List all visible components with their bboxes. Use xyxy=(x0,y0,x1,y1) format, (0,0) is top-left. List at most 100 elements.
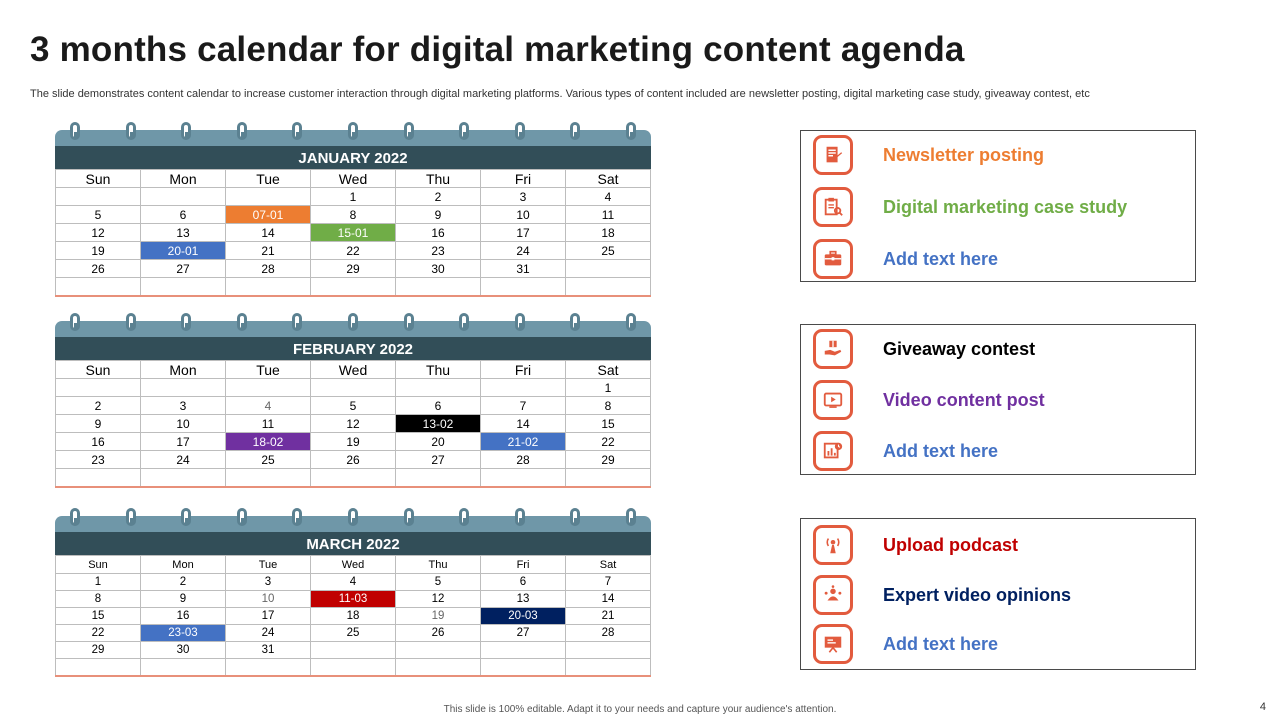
calendar-day-cell xyxy=(225,277,311,296)
weekday-header: Fri xyxy=(480,360,566,379)
spiral-ring xyxy=(403,122,414,140)
calendar-day-cell xyxy=(395,378,481,397)
slide-title: 3 months calendar for digital marketing … xyxy=(30,30,965,69)
calendar-week-row: 16 17 18-02 19 20 21-02 22 xyxy=(55,432,651,451)
weekday-header: Sat xyxy=(565,360,651,379)
calendar-day-cell: 2 xyxy=(395,187,481,206)
calendar-week-row: 22 23-03 24 25 26 27 28 xyxy=(55,624,651,642)
calendar-week-row xyxy=(55,277,651,296)
calendar-day-cell: 24 xyxy=(225,624,311,642)
highlighted-date-cell: 21-02 xyxy=(480,432,566,451)
calendar-week-row: 5 6 07-01 8 9 10 11 xyxy=(55,205,651,224)
calendar-day-cell: 8 xyxy=(55,590,141,608)
calendar-day-cell: 5 xyxy=(395,573,481,591)
calendar-day-cell: 24 xyxy=(480,241,566,260)
legend-item-podcast: Upload podcast xyxy=(813,525,1018,565)
calendar-day-cell: 12 xyxy=(395,590,481,608)
calendar-day-cell: 7 xyxy=(480,396,566,415)
weekday-header: Sun xyxy=(55,169,141,188)
calendar-day-cell: 21 xyxy=(565,607,651,625)
calendar-spiral-binding xyxy=(55,508,651,532)
calendar-spiral-binding xyxy=(55,313,651,337)
calendar-day-cell: 4 xyxy=(225,396,311,415)
calendar-day-cell: 26 xyxy=(55,259,141,278)
legend-label: Upload podcast xyxy=(883,534,1019,555)
calendar-day-cell: 28 xyxy=(565,624,651,642)
legend-label: Expert video opinions xyxy=(883,584,1072,605)
calendar-day-cell xyxy=(55,378,141,397)
legend-item-add-text-2: Add text here xyxy=(813,431,998,471)
calendar-day-cell xyxy=(225,187,311,206)
calendar-day-cell xyxy=(55,658,141,676)
calendar-day-cell: 27 xyxy=(395,450,481,469)
month-title: MARCH 2022 xyxy=(55,532,651,555)
calendar-day-cell: 9 xyxy=(395,205,481,224)
calendar-day-cell: 17 xyxy=(140,432,226,451)
calendar-day-cell: 9 xyxy=(140,590,226,608)
spiral-ring xyxy=(236,313,247,331)
calendar-day-cell: 8 xyxy=(310,205,396,224)
spiral-ring xyxy=(570,122,581,140)
calendar-day-cell xyxy=(480,658,566,676)
calendar-day-cell xyxy=(395,468,481,487)
calendar-day-cell: 27 xyxy=(140,259,226,278)
weekday-header: Thu xyxy=(395,360,481,379)
calendar-day-cell: 26 xyxy=(310,450,396,469)
calendar-day-cell: 14 xyxy=(480,414,566,433)
calendar-day-cell: 10 xyxy=(225,590,311,608)
calendar-day-cell: 1 xyxy=(310,187,396,206)
calendar-day-cell xyxy=(310,277,396,296)
calendar-day-cell: 14 xyxy=(225,223,311,242)
legend-item-case-study: Digital marketing case study xyxy=(813,187,1127,227)
spiral-ring xyxy=(403,313,414,331)
weekday-header: Mon xyxy=(140,169,226,188)
spiral-ring xyxy=(570,313,581,331)
calendar-week-row xyxy=(55,468,651,487)
legend-item-add-text-3: Add text here xyxy=(813,624,998,664)
spiral-ring xyxy=(514,508,525,526)
analytics-icon xyxy=(813,431,853,471)
legend-panel-1: Newsletter posting Digital marketing cas… xyxy=(800,130,1196,282)
spiral-ring xyxy=(626,313,636,331)
spiral-ring xyxy=(459,122,470,140)
calendar-day-cell: 12 xyxy=(310,414,396,433)
calendar-day-cell: 31 xyxy=(225,641,311,659)
legend-label: Video content post xyxy=(883,389,1045,410)
calendar-day-cell xyxy=(310,468,396,487)
spiral-ring xyxy=(292,508,303,526)
calendar-week-row: 8 9 10 11-03 12 13 14 xyxy=(55,590,651,608)
spiral-ring xyxy=(459,508,470,526)
calendar-day-cell: 28 xyxy=(225,259,311,278)
spiral-ring xyxy=(292,122,303,140)
calendar-week-row: 9 10 11 12 13-02 14 15 xyxy=(55,414,651,433)
spiral-ring xyxy=(125,122,136,140)
calendar-day-cell: 13 xyxy=(480,590,566,608)
calendar-day-cell: 16 xyxy=(395,223,481,242)
calendar-day-cell xyxy=(310,641,396,659)
spiral-ring xyxy=(403,508,414,526)
calendar-day-cell xyxy=(565,641,651,659)
calendar-day-cell: 28 xyxy=(480,450,566,469)
calendar-day-cell: 30 xyxy=(140,641,226,659)
calendar-week-row: 26 27 28 29 30 31 xyxy=(55,259,651,278)
calendar-day-cell xyxy=(55,468,141,487)
highlighted-date-cell: 15-01 xyxy=(310,223,396,242)
calendar-day-cell xyxy=(140,658,226,676)
spiral-ring xyxy=(70,122,80,140)
calendar-day-cell xyxy=(225,468,311,487)
month-title: JANUARY 2022 xyxy=(55,146,651,169)
calendar-day-cell: 11 xyxy=(225,414,311,433)
calendar-day-cell xyxy=(140,187,226,206)
calendar-day-cell xyxy=(480,378,566,397)
spiral-ring xyxy=(181,508,192,526)
legend-item-giveaway: Giveaway contest xyxy=(813,329,1035,369)
calendar-day-cell xyxy=(225,378,311,397)
calendar-day-cell: 1 xyxy=(55,573,141,591)
calendar-day-cell: 17 xyxy=(225,607,311,625)
calendar-day-cell: 25 xyxy=(310,624,396,642)
weekday-header: Sat xyxy=(565,169,651,188)
calendar-day-cell: 3 xyxy=(140,396,226,415)
